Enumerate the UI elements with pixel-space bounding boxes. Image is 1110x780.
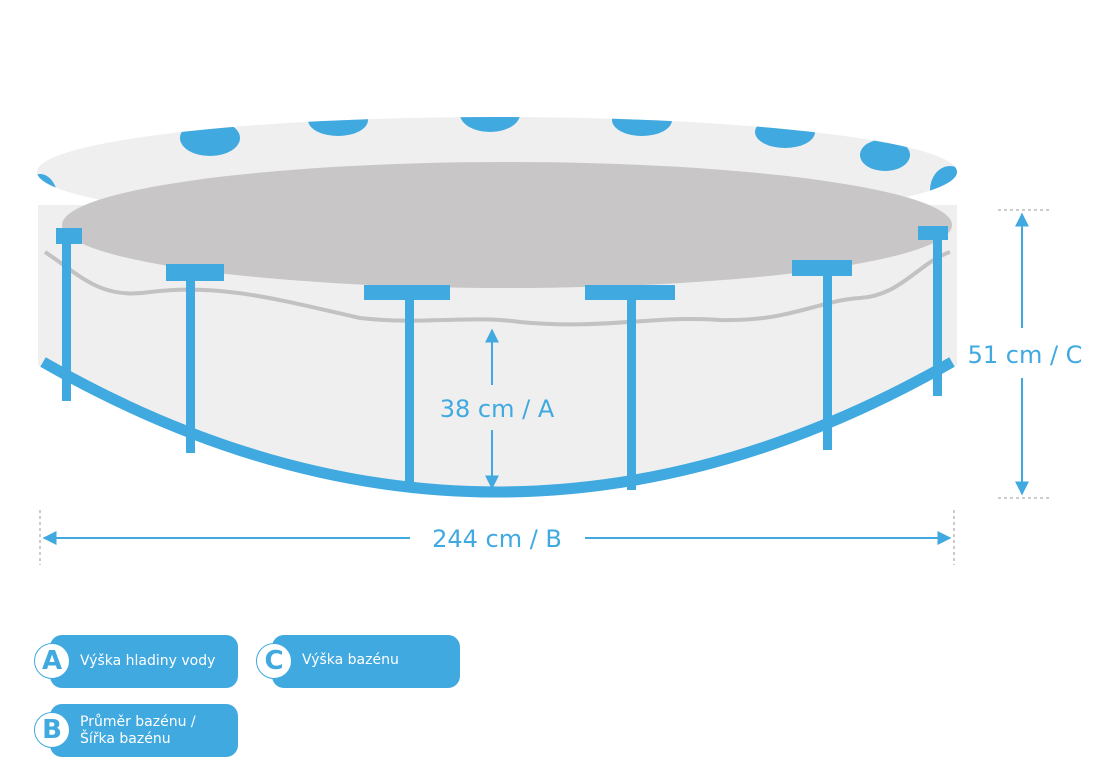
- legend-badge-a: A: [34, 643, 70, 679]
- frame-legs: [56, 226, 948, 490]
- legend-label: Výška bazénu: [302, 652, 399, 668]
- legend-label-line1: Průměr bazénu /: [80, 713, 196, 730]
- legend-badge-c: C: [256, 643, 292, 679]
- legend-item-a: Výška hladiny vody: [50, 635, 238, 688]
- water-line: [43, 250, 951, 327]
- legend-label-line2: Šířka bazénu: [80, 730, 171, 747]
- pool-height-label: 51 cm / C: [968, 341, 1083, 369]
- diameter-label: 244 cm / B: [432, 525, 562, 553]
- legend-label: Výška hladiny vody: [80, 653, 216, 669]
- bottom-ring: [40, 357, 955, 498]
- legend-item-c: Výška bazénu: [272, 635, 460, 688]
- pool-floor: [62, 162, 952, 288]
- legend-item-b: Průměr bazénu / Šířka bazénu: [50, 704, 238, 757]
- legend-badge-b: B: [34, 712, 70, 748]
- water-height-label: 38 cm / A: [440, 395, 555, 423]
